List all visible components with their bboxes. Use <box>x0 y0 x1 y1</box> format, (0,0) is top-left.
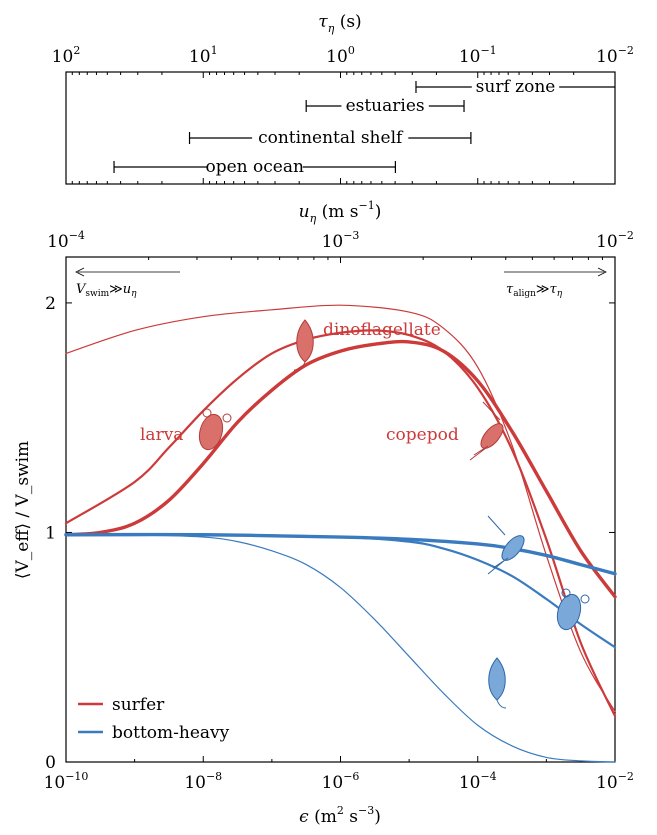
larva-label: larva <box>140 425 183 445</box>
top-panel-tick-labels: 102 101 100 10−1 10−2 <box>52 44 634 67</box>
dinoflagellate-label: dinoflagellate <box>323 320 441 340</box>
main-top-axis-label: uη (m s−1) <box>299 199 382 225</box>
main-panel: uη (m s−1) 10−4 10−3 10−2 10−10 10−8 10−6 10−… <box>13 199 634 827</box>
y-tick-label-2: 2 <box>45 294 56 314</box>
align-regime-arrow: τalign≫τη <box>504 267 607 299</box>
swim-regime-label: Vswim≫uη <box>76 282 137 299</box>
range-label: continental shelf <box>258 128 404 148</box>
main-y-tick-labels: 0 1 2 <box>45 294 56 773</box>
top-tick-label-1: 101 <box>189 44 218 67</box>
copepod-label: copepod <box>386 425 459 445</box>
range-label: open ocean <box>206 157 304 177</box>
main-bottom-tick-labels: 10−10 10−8 10−6 10−4 10−2 <box>44 770 634 793</box>
main-y-axis-label: ⟨V_eff⟩ / V_swim <box>13 441 33 579</box>
top-panel-axis-label: τη (s) <box>318 12 361 35</box>
curve-bottom-heavy-larva <box>64 533 617 649</box>
curve-surfer-dinoflagellate <box>65 304 616 713</box>
range-2: continental shelf <box>188 128 472 148</box>
main-top-tick-labels: 10−4 10−3 10−2 <box>47 229 634 252</box>
top-panel: τη (s) 102 101 100 10−1 10−2 surf zone estuar… <box>52 12 634 185</box>
environment-ranges: surf zone estuaries continental shelf open … <box>113 77 615 177</box>
legend-surfer-label: surfer <box>112 695 165 715</box>
bottom-tick-label-3: 10−4 <box>459 770 497 793</box>
align-regime-label: τalign≫τη <box>506 282 563 299</box>
main-top-tick-label-2: 10−2 <box>596 229 634 252</box>
dinoflagellate-blue-icon <box>488 657 507 709</box>
top-tick-label-3: 10−1 <box>459 44 497 67</box>
curve-surfer-larva <box>64 329 617 718</box>
main-panel-ticks <box>65 257 616 763</box>
larva-blue-icon <box>556 588 590 631</box>
range-3: open ocean <box>113 157 396 177</box>
top-panel-ticks <box>65 72 616 184</box>
dinoflagellate-red-icon <box>293 319 314 371</box>
top-tick-label-4: 10−2 <box>596 44 634 67</box>
range-label: surf zone <box>476 77 556 97</box>
curve-bottom-heavy-copepod <box>64 532 617 576</box>
curve-bottom-heavy-dinoflagellate <box>65 533 616 763</box>
curves <box>64 304 617 763</box>
top-tick-label-0: 102 <box>52 44 81 67</box>
swim-regime-arrow: Vswim≫uη <box>75 267 180 299</box>
range-label: estuaries <box>346 96 425 116</box>
range-0: surf zone <box>415 77 615 97</box>
bottom-tick-label-0: 10−10 <box>44 770 89 793</box>
bottom-tick-label-2: 10−6 <box>322 770 360 793</box>
bottom-tick-label-4: 10−2 <box>596 770 634 793</box>
y-tick-label-0: 0 <box>45 753 56 773</box>
main-top-tick-label-0: 10−4 <box>47 229 85 252</box>
copepod-blue-icon <box>487 515 525 575</box>
larva-red-icon <box>198 408 232 451</box>
bottom-tick-label-1: 10−8 <box>184 770 222 793</box>
copepod-red-icon <box>469 401 504 461</box>
curve-surfer-copepod <box>64 339 617 599</box>
y-tick-label-1: 1 <box>45 523 56 543</box>
legend-bottom-heavy-label: bottom-heavy <box>112 723 230 743</box>
main-top-tick-label-1: 10−3 <box>322 229 360 252</box>
legend: surfer bottom-heavy <box>78 695 230 743</box>
top-tick-label-2: 100 <box>326 44 355 67</box>
main-bottom-axis-label: ϵ (m2 s−3) <box>299 804 381 827</box>
range-1: estuaries <box>305 96 465 116</box>
